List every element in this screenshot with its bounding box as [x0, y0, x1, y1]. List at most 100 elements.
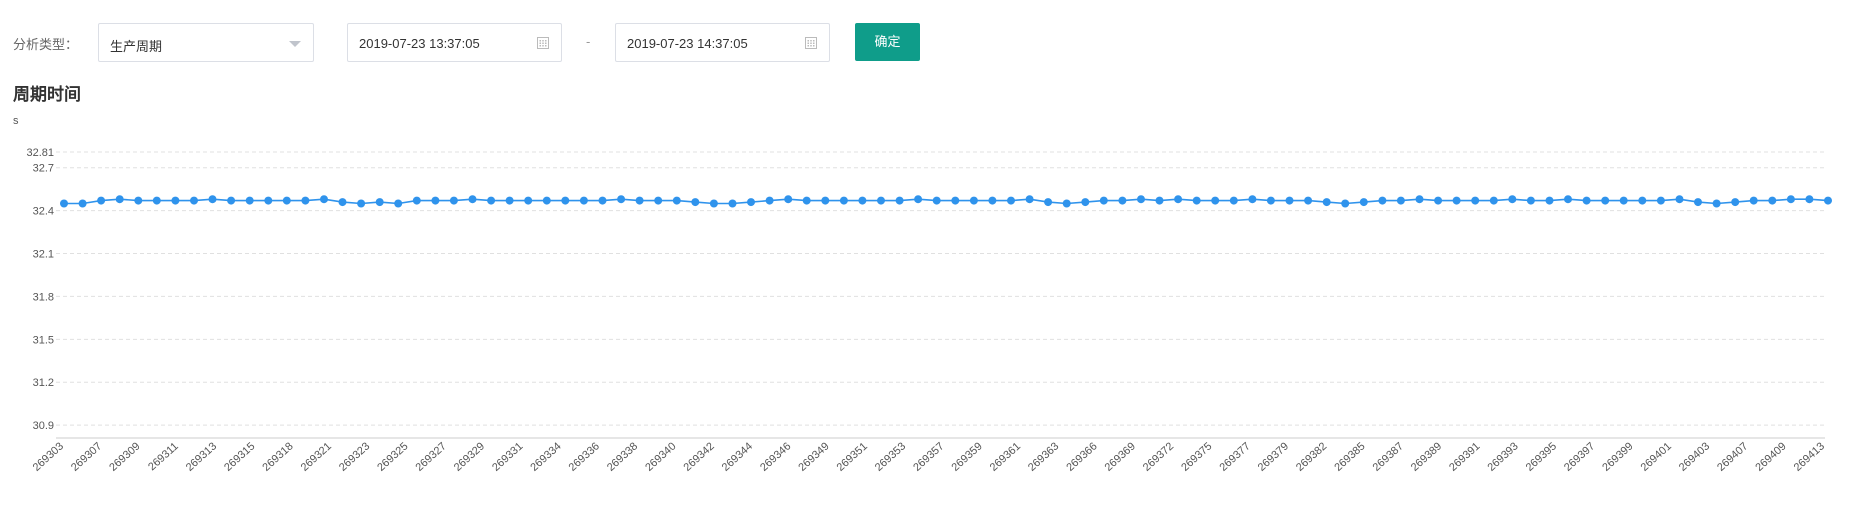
data-point[interactable]	[1322, 198, 1331, 207]
data-point[interactable]	[190, 196, 198, 205]
data-point[interactable]	[1081, 198, 1090, 207]
data-point[interactable]	[1526, 196, 1535, 205]
data-point[interactable]	[78, 199, 87, 208]
data-point[interactable]	[264, 196, 273, 205]
data-point[interactable]	[1434, 196, 1443, 205]
data-point[interactable]	[60, 199, 68, 208]
data-point[interactable]	[1582, 196, 1591, 205]
data-point[interactable]	[765, 196, 774, 205]
data-point[interactable]	[245, 196, 254, 205]
data-point[interactable]	[747, 198, 755, 207]
data-point[interactable]	[208, 195, 217, 204]
data-point[interactable]	[932, 196, 941, 205]
confirm-button[interactable]: 确定	[855, 23, 920, 61]
data-point[interactable]	[1786, 195, 1795, 204]
data-point[interactable]	[524, 196, 533, 205]
data-point[interactable]	[802, 196, 811, 205]
data-point[interactable]	[1007, 196, 1015, 205]
data-point[interactable]	[1285, 196, 1294, 205]
data-point[interactable]	[839, 196, 848, 205]
data-point[interactable]	[672, 196, 681, 205]
data-point[interactable]	[468, 195, 477, 204]
end-time-input[interactable]: 2019-07-23 14:37:05	[615, 23, 830, 62]
data-point[interactable]	[617, 195, 626, 204]
data-point[interactable]	[115, 195, 124, 204]
data-point[interactable]	[1378, 196, 1387, 205]
data-point[interactable]	[1137, 195, 1145, 204]
data-point[interactable]	[1211, 196, 1220, 205]
data-point[interactable]	[1415, 195, 1424, 204]
data-point[interactable]	[1545, 196, 1554, 205]
data-point[interactable]	[97, 196, 106, 205]
data-point[interactable]	[505, 196, 514, 205]
data-point[interactable]	[357, 199, 366, 208]
data-point[interactable]	[1396, 196, 1405, 205]
data-point[interactable]	[635, 196, 644, 205]
data-point[interactable]	[654, 196, 663, 205]
data-point[interactable]	[561, 196, 570, 205]
data-point[interactable]	[914, 195, 923, 204]
data-point[interactable]	[1619, 196, 1628, 205]
data-point[interactable]	[1229, 196, 1238, 205]
data-point[interactable]	[227, 196, 236, 205]
data-point[interactable]	[1656, 196, 1665, 205]
data-point[interactable]	[1694, 198, 1702, 207]
data-point[interactable]	[1805, 195, 1814, 204]
data-point[interactable]	[877, 196, 885, 205]
data-point[interactable]	[1489, 196, 1498, 205]
data-point[interactable]	[1099, 196, 1108, 205]
data-point[interactable]	[1118, 196, 1127, 205]
data-point[interactable]	[1749, 196, 1758, 205]
data-point[interactable]	[338, 198, 347, 207]
data-point[interactable]	[152, 196, 161, 205]
data-point[interactable]	[598, 196, 607, 205]
data-point[interactable]	[728, 199, 737, 208]
data-point[interactable]	[1731, 198, 1740, 207]
data-point[interactable]	[969, 196, 978, 205]
data-point[interactable]	[1174, 195, 1183, 204]
data-point[interactable]	[1248, 195, 1257, 204]
data-point[interactable]	[1025, 195, 1034, 204]
data-point[interactable]	[412, 196, 421, 205]
data-point[interactable]	[1304, 196, 1313, 205]
data-point[interactable]	[171, 196, 180, 205]
analysis-type-select[interactable]: 生产周期	[98, 23, 314, 62]
data-point[interactable]	[1824, 196, 1832, 205]
data-point[interactable]	[1675, 195, 1684, 204]
data-point[interactable]	[1712, 199, 1721, 208]
data-point[interactable]	[134, 196, 143, 205]
data-point[interactable]	[858, 196, 867, 205]
start-time-input[interactable]: 2019-07-23 13:37:05	[347, 23, 562, 62]
data-point[interactable]	[1638, 196, 1647, 205]
data-point[interactable]	[282, 196, 291, 205]
data-point[interactable]	[320, 195, 328, 204]
data-point[interactable]	[1471, 196, 1480, 205]
data-point[interactable]	[895, 196, 904, 205]
data-point[interactable]	[1341, 199, 1350, 208]
data-point[interactable]	[375, 198, 384, 207]
data-point[interactable]	[1601, 196, 1610, 205]
data-point[interactable]	[1044, 198, 1053, 207]
data-point[interactable]	[1768, 196, 1777, 205]
data-point[interactable]	[1452, 196, 1461, 205]
data-point[interactable]	[542, 196, 551, 205]
data-point[interactable]	[1508, 195, 1517, 204]
data-point[interactable]	[579, 196, 588, 205]
data-point[interactable]	[1564, 195, 1572, 204]
data-point[interactable]	[487, 196, 496, 205]
data-point[interactable]	[431, 196, 440, 205]
data-point[interactable]	[1155, 196, 1164, 205]
data-point[interactable]	[1062, 199, 1071, 208]
data-point[interactable]	[821, 196, 830, 205]
data-point[interactable]	[1192, 196, 1201, 205]
data-point[interactable]	[951, 196, 960, 205]
data-point[interactable]	[709, 199, 718, 208]
data-point[interactable]	[784, 195, 793, 204]
data-point[interactable]	[394, 199, 403, 208]
data-point[interactable]	[1359, 198, 1368, 207]
data-point[interactable]	[449, 196, 458, 205]
data-point[interactable]	[1266, 196, 1275, 205]
data-point[interactable]	[691, 198, 700, 207]
data-point[interactable]	[301, 196, 310, 205]
data-point[interactable]	[988, 196, 997, 205]
